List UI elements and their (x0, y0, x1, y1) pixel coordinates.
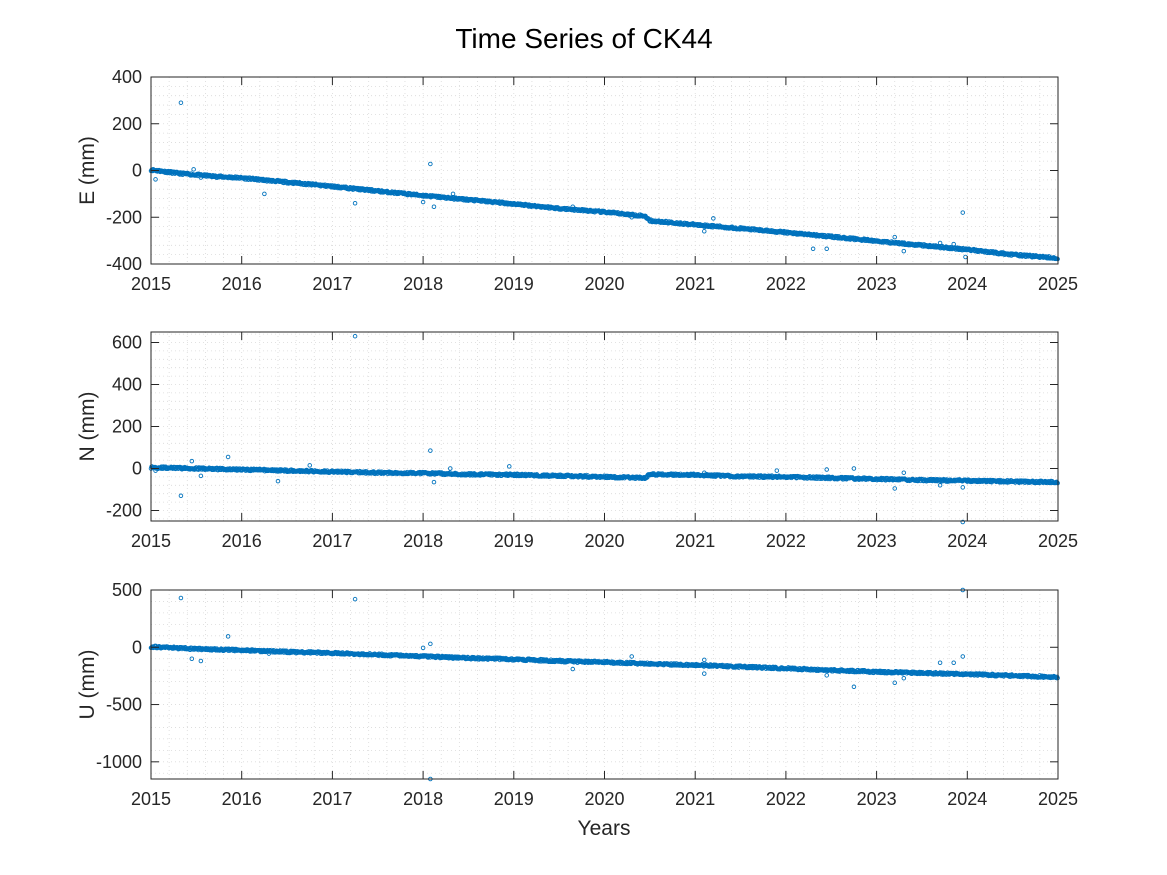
x-tick-label: 2021 (675, 274, 715, 294)
y-tick-label: 0 (132, 459, 142, 479)
series-markers (148, 333, 1060, 525)
y-tick-label: -200 (106, 501, 142, 521)
outlier-point (901, 470, 907, 475)
x-tick-label: 2018 (403, 531, 443, 551)
outlier-point (225, 454, 231, 460)
outlier-point (774, 468, 780, 473)
outlier-point (824, 246, 829, 252)
x-tick-label: 2016 (222, 531, 262, 551)
outlier-point (507, 464, 512, 469)
outlier-point (420, 199, 426, 205)
outlier-point (702, 470, 707, 475)
x-tick-label: 2023 (857, 274, 897, 294)
x-tick-label: 2018 (403, 274, 443, 294)
x-tick-label: 2023 (857, 531, 897, 551)
y-axis-label: N (mm) (76, 392, 99, 462)
outlier-point (892, 234, 897, 240)
x-tick-label: 2022 (766, 274, 806, 294)
outlier-point (960, 519, 966, 525)
y-tick-label: 0 (132, 161, 142, 181)
y-tick-label: 200 (112, 417, 142, 437)
outlier-point (198, 175, 204, 180)
x-tick-label: 2021 (675, 531, 715, 551)
outlier-point (178, 100, 184, 105)
outlier-point (937, 240, 943, 246)
y-axis-label: E (mm) (76, 136, 99, 205)
x-tick-label: 2015 (131, 531, 171, 551)
outlier-point (810, 246, 816, 252)
outlier-point (198, 473, 204, 479)
x-tick-label: 2024 (947, 274, 987, 294)
x-tick-label: 2022 (766, 531, 806, 551)
outlier-point (178, 493, 184, 499)
x-tick-label: 2016 (222, 274, 262, 294)
subplot-3: 2015 2016 2017 2018 2019 2020 2021 2022 2023 2024… (76, 580, 1078, 809)
outlier-point (352, 200, 358, 206)
plot-area (151, 332, 1058, 521)
series-markers (148, 587, 1060, 782)
y-tick-label: 200 (112, 114, 142, 134)
y-tick-label: -200 (106, 207, 142, 227)
figure-title: Time Series of CK44 (455, 23, 712, 54)
outlier-point (937, 483, 943, 488)
x-tick-label: 2015 (131, 274, 171, 294)
outlier-point (275, 478, 281, 484)
panels-container: 2015 2016 2017 2018 2019 2020 2021 2022 2023 2024… (76, 67, 1078, 809)
outlier-point (892, 486, 897, 491)
outlier-point (153, 177, 158, 182)
outlier-point (1051, 255, 1056, 261)
outlier-point (448, 466, 453, 471)
outlier-point (960, 485, 966, 490)
y-tick-label: 400 (112, 375, 142, 395)
outlier-point (431, 479, 437, 485)
plot-area (151, 77, 1058, 264)
outlier-point (431, 204, 437, 209)
outlier-point (951, 241, 956, 247)
y-tick-label: -400 (106, 254, 142, 274)
outlier-point (851, 466, 857, 471)
x-tick-label: 2025 (1038, 274, 1078, 294)
x-tick-label: 2019 (494, 531, 534, 551)
x-tick-label: 2024 (947, 531, 987, 551)
outlier-point (711, 216, 716, 221)
outlier-point (702, 229, 707, 234)
outlier-point (191, 167, 196, 172)
outlier-point (629, 214, 634, 220)
x-tick-label: 2017 (312, 274, 352, 294)
outlier-point (450, 191, 456, 197)
outlier-point (824, 467, 829, 472)
x-tick-label: 2020 (584, 531, 624, 551)
series-markers (148, 100, 1060, 262)
subplot-2: 2015 2016 2017 2018 2019 2020 2021 2022 2023 2024… (76, 331, 1078, 551)
x-tick-label: 2019 (494, 274, 534, 294)
x-tick-label: 2020 (584, 274, 624, 294)
outlier-point (965, 247, 970, 253)
outlier-point (189, 458, 195, 464)
y-tick-label: 400 (112, 67, 142, 87)
outlier-point (428, 448, 433, 453)
outlier-point (901, 248, 907, 254)
outlier-point (960, 210, 966, 215)
outlier-point (262, 191, 267, 197)
subplot-1: 2015 2016 2017 2018 2019 2020 2021 2022 2023 2024… (76, 67, 1078, 294)
plot-area (151, 590, 1058, 779)
x-tick-label: 2025 (1038, 531, 1078, 551)
outlier-point (428, 161, 433, 167)
outlier-point (352, 333, 358, 339)
outlier-point (307, 463, 312, 468)
y-tick-label: 600 (112, 333, 142, 353)
x-tick-label: 2017 (312, 531, 352, 551)
outlier-point (570, 204, 576, 209)
